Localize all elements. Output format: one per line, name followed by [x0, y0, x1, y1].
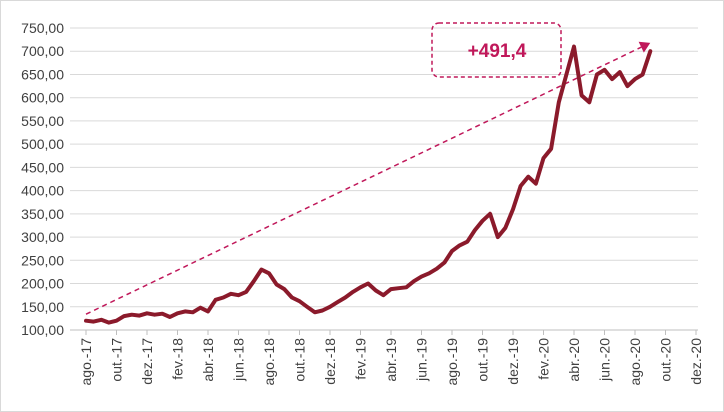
y-tick-label: 750,00 [21, 20, 64, 36]
y-tick-label: 150,00 [21, 299, 64, 315]
y-tick-label: 350,00 [21, 206, 64, 222]
y-tick-label: 250,00 [21, 252, 64, 268]
x-tick-label: abr.-18 [200, 338, 216, 382]
gridlines [70, 27, 698, 331]
x-tick-label: fev.-19 [353, 338, 369, 380]
x-tick-label: dez.-19 [505, 338, 521, 385]
x-tick-label: dez.-17 [139, 338, 155, 385]
y-tick-label: 200,00 [21, 276, 64, 292]
annotation-box [431, 22, 562, 78]
x-tick-label: ago.-18 [261, 338, 277, 386]
x-tick-label: out.-19 [475, 338, 491, 382]
x-tick-label: jun.-19 [414, 338, 430, 382]
y-tick-label: 450,00 [21, 159, 64, 175]
annotation-label: +491,4 [468, 41, 527, 62]
y-tick-label: 600,00 [21, 90, 64, 106]
trend-arrowhead [638, 41, 651, 53]
annotation-group: +491,4 [431, 22, 562, 78]
y-tick-label: 650,00 [21, 66, 64, 82]
x-tick-label: out.-20 [658, 338, 674, 382]
x-tick-label: out.-18 [292, 338, 308, 382]
x-tick-label: dez.-20 [688, 338, 704, 385]
x-tick-label: abr.-19 [383, 338, 399, 382]
y-tick-label: 100,00 [21, 322, 64, 338]
y-tick-label: 400,00 [21, 183, 64, 199]
y-tick-label: 700,00 [21, 43, 64, 59]
y-tick-label: 550,00 [21, 113, 64, 129]
x-tick-label: jun.-20 [597, 338, 613, 382]
x-axis: ago.-17 out.-17 dez.-17 fev.-18 abr.-18 jun.-… [70, 329, 704, 386]
x-tick-label: fev.-18 [170, 338, 186, 380]
series-line [84, 44, 653, 325]
trend-line-path [85, 46, 642, 315]
trend-line [85, 41, 651, 315]
x-tick-label: ago.-20 [627, 338, 643, 386]
x-tick-label: ago.-19 [444, 338, 460, 386]
x-tick-label: dez.-18 [322, 338, 338, 385]
series-group [84, 44, 653, 325]
y-tick-label: 300,00 [21, 229, 64, 245]
x-tick-label: jun.-18 [231, 338, 247, 382]
x-tick-label: ago.-17 [78, 338, 94, 386]
x-tick-label: out.-17 [109, 338, 125, 382]
x-tick-label: fev.-20 [536, 338, 552, 380]
x-tick-label: abr.-20 [566, 338, 582, 382]
y-axis: 100,00 150,00 200,00 250,00 300,00 350,00 400,… [21, 20, 64, 338]
y-tick-label: 500,00 [21, 136, 64, 152]
